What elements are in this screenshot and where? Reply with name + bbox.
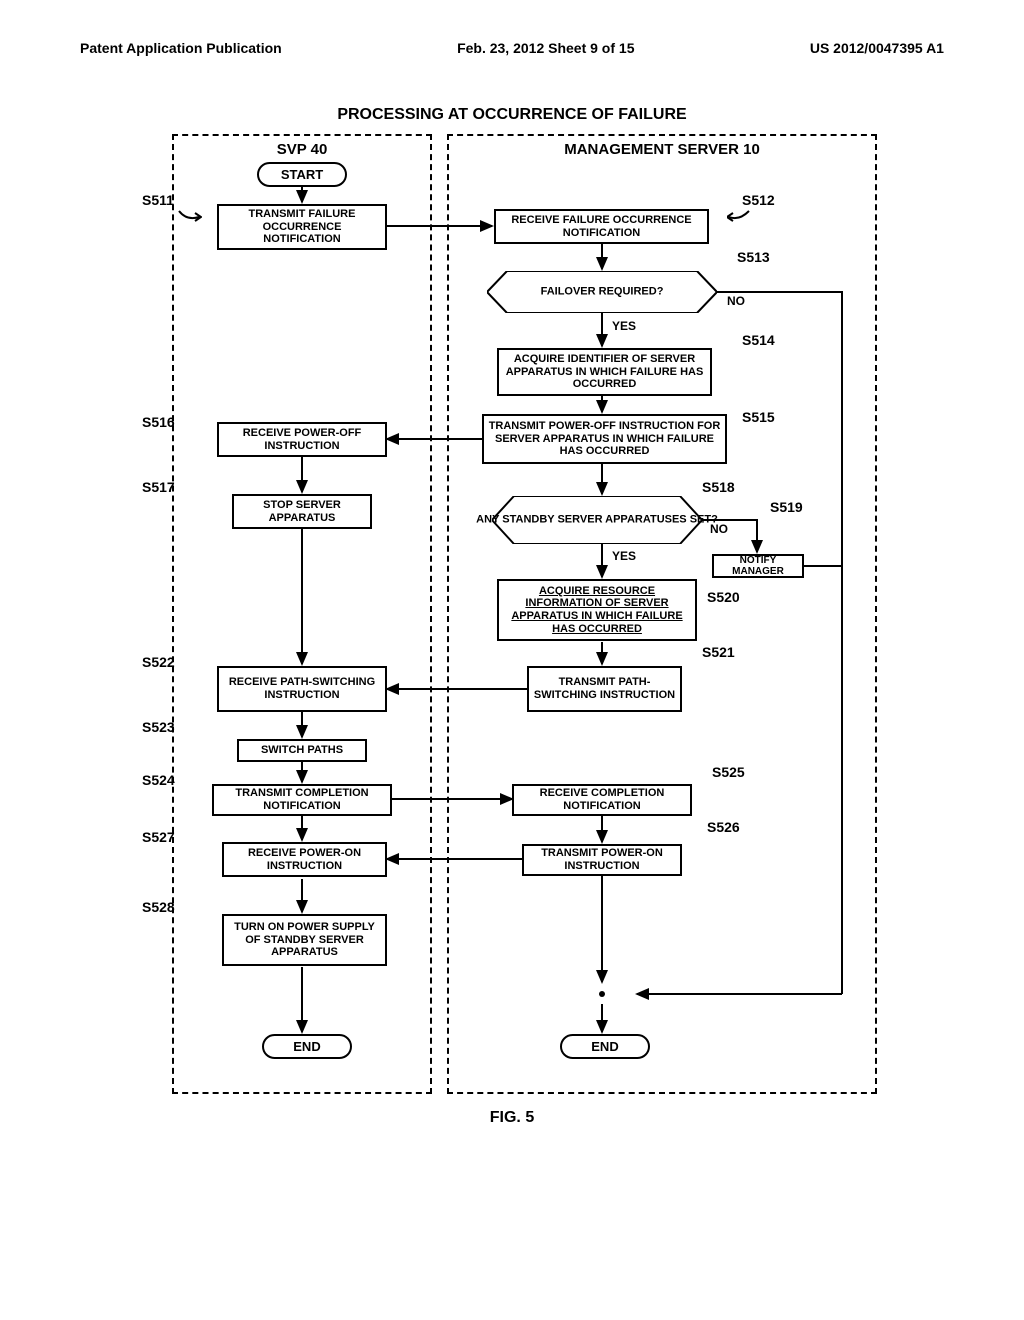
figure-caption: FIG. 5 [60,1109,964,1127]
s528-box: TURN ON POWER SUPPLY OF STANDBY SERVER A… [222,914,387,966]
s512-box: RECEIVE FAILURE OCCURRENCE NOTIFICATION [494,209,709,244]
s524-box: TRANSMIT COMPLETION NOTIFICATION [212,784,392,816]
s521-box: TRANSMIT PATH-SWITCHING INSTRUCTION [527,666,682,712]
end-left: END [262,1034,352,1059]
s514-label: S514 [742,332,775,348]
s518-yes: YES [612,549,636,563]
s522-box: RECEIVE PATH-SWITCHING INSTRUCTION [217,666,387,712]
s517-label: S517 [142,479,175,495]
s518-label: S518 [702,479,735,495]
s517-box: STOP SERVER APPARATUS [232,494,372,529]
end-right: END [560,1034,650,1059]
s525-box: RECEIVE COMPLETION NOTIFICATION [512,784,692,816]
header-left: Patent Application Publication [80,40,282,56]
s516-box: RECEIVE POWER-OFF INSTRUCTION [217,422,387,457]
s520-label: S520 [707,589,740,605]
s523-box: SWITCH PATHS [237,739,367,762]
s523-label: S523 [142,719,175,735]
s518-decision: ANY STANDBY SERVER APPARATUSES SET? [492,496,702,544]
s526-label: S526 [707,819,740,835]
diagram-title: PROCESSING AT OCCURRENCE OF FAILURE [60,106,964,124]
s520-box: ACQUIRE RESOURCE INFORMATION OF SERVER A… [497,579,697,641]
s519-box: NOTIFY MANAGER [712,554,804,578]
s513-yes: YES [612,319,636,333]
s513-label: S513 [737,249,770,265]
s513-no: NO [727,294,745,308]
s528-label: S528 [142,899,175,915]
s526-box: TRANSMIT POWER-ON INSTRUCTION [522,844,682,876]
s514-box: ACQUIRE IDENTIFIER OF SERVER APPARATUS I… [497,348,712,396]
s527-label: S527 [142,829,175,845]
header-right: US 2012/0047395 A1 [810,40,944,56]
s516-label: S516 [142,414,175,430]
s515-label: S515 [742,409,775,425]
s527-box: RECEIVE POWER-ON INSTRUCTION [222,842,387,877]
s522-label: S522 [142,654,175,670]
merge-dot [587,984,617,1004]
s513-text: FAILOVER REQUIRED? [541,286,664,299]
s515-box: TRANSMIT POWER-OFF INSTRUCTION FOR SERVE… [482,414,727,464]
header-center: Feb. 23, 2012 Sheet 9 of 15 [457,40,634,56]
s519-label: S519 [770,499,803,515]
s521-label: S521 [702,644,735,660]
s518-no: NO [710,522,728,536]
s518-text: ANY STANDBY SERVER APPARATUSES SET? [476,514,718,527]
s524-label: S524 [142,772,175,788]
s525-label: S525 [712,764,745,780]
pointer-s511 [177,209,202,227]
s512-label: S512 [742,192,775,208]
s511-box: TRANSMIT FAILURE OCCURRENCE NOTIFICATION [217,204,387,250]
start-terminator: START [257,162,347,187]
patent-header: Patent Application Publication Feb. 23, … [60,40,964,56]
s511-label: S511 [142,192,174,208]
pointer-s512 [727,209,752,227]
s513-decision: FAILOVER REQUIRED? [487,271,717,313]
flowchart: SVP 40 MANAGEMENT SERVER 10 [142,134,882,1094]
